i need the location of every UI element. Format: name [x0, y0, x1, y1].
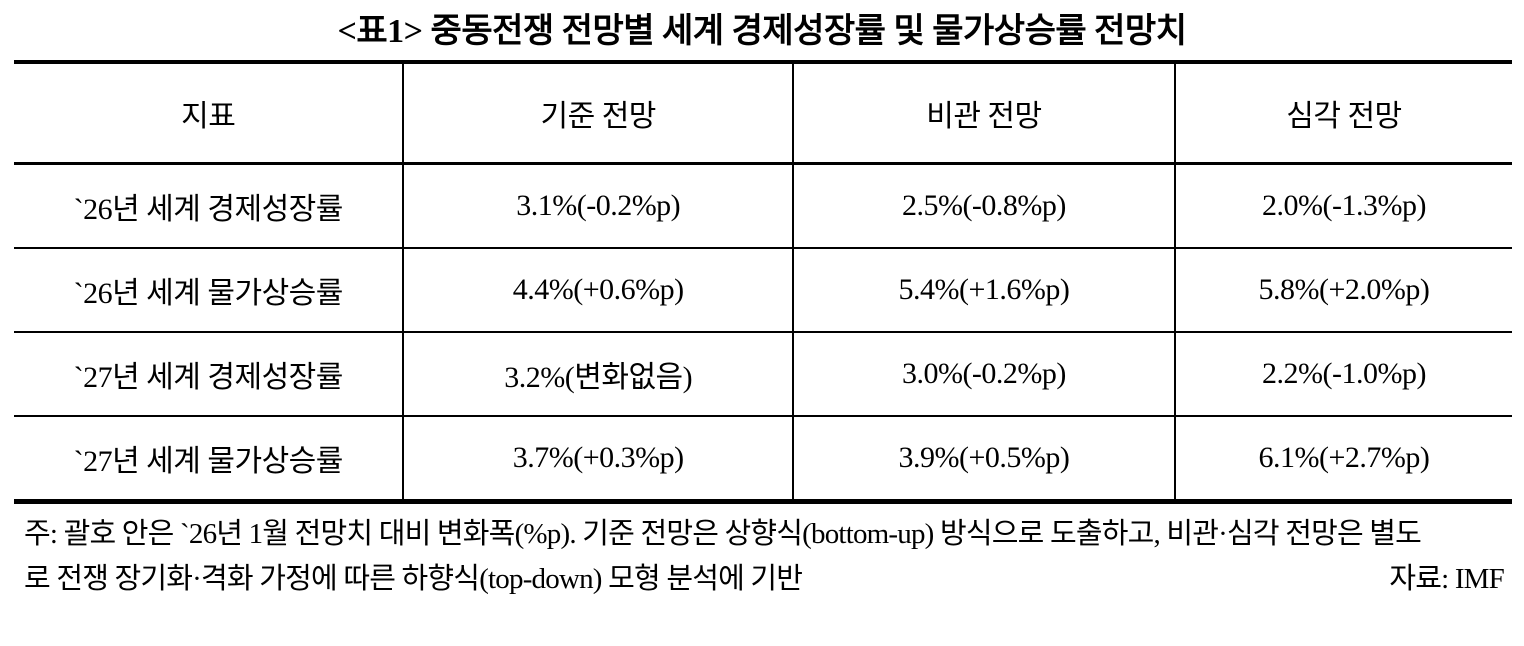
- footnote-line-1: 주: 괄호 안은 `26년 1월 전망치 대비 변화폭(%p). 기준 전망은 …: [24, 518, 1422, 551]
- cell-2027-growth-severe: 2.2%(-1.0%p): [1174, 332, 1512, 418]
- cell-2026-inflation-base: 4.4%(+0.6%p): [403, 248, 794, 334]
- cell-2026-growth-pessimistic: 2.5%(-0.8%p): [792, 163, 1176, 250]
- cell-2026-growth-base: 3.1%(-0.2%p): [403, 163, 794, 250]
- footnote-line-2: 로 전쟁 장기화·격화 가정에 따른 하향식(top-down) 모형 분석에 …: [24, 563, 803, 596]
- source-attribution: 자료: IMF: [1389, 563, 1504, 596]
- forecast-table: 지표 기준 전망 비관 전망 심각 전망 `26년 세계 경제성장률 3.1%(…: [14, 60, 1512, 505]
- cell-2027-growth-pessimistic: 3.0%(-0.2%p): [792, 332, 1176, 418]
- row-label-2026-inflation: `26년 세계 물가상승률: [14, 248, 405, 334]
- cell-2026-inflation-severe: 5.8%(+2.0%p): [1174, 248, 1512, 334]
- table-row: `26년 세계 경제성장률 3.1%(-0.2%p) 2.5%(-0.8%p) …: [14, 163, 1512, 250]
- row-label-2027-growth: `27년 세계 경제성장률: [14, 332, 405, 418]
- column-header-severe-forecast: 심각 전망: [1174, 62, 1512, 166]
- table-row: `27년 세계 물가상승률 3.7%(+0.3%p) 3.9%(+0.5%p) …: [14, 416, 1512, 502]
- row-label-2026-growth: `26년 세계 경제성장률: [14, 163, 405, 250]
- table-row: `26년 세계 물가상승률 4.4%(+0.6%p) 5.4%(+1.6%p) …: [14, 248, 1512, 334]
- cell-2026-growth-severe: 2.0%(-1.3%p): [1174, 163, 1512, 250]
- footnote-line-2-row: 로 전쟁 장기화·격화 가정에 따른 하향식(top-down) 모형 분석에 …: [24, 557, 1505, 602]
- row-label-2027-inflation: `27년 세계 물가상승률: [14, 416, 405, 502]
- cell-2027-inflation-severe: 6.1%(+2.7%p): [1258, 441, 1430, 475]
- column-header-base-forecast: 기준 전망: [403, 62, 794, 166]
- header-row: 지표 기준 전망 비관 전망 심각 전망: [14, 62, 1512, 166]
- column-header-pessimistic-forecast: 비관 전망: [792, 62, 1176, 166]
- cell-2027-inflation-pessimistic: 3.9%(+0.5%p): [792, 416, 1176, 502]
- column-header-indicator: 지표: [14, 62, 405, 166]
- table-row: `27년 세계 경제성장률 3.2%(변화없음) 3.0%(-0.2%p) 2.…: [14, 332, 1512, 418]
- cell-2026-inflation-pessimistic: 5.4%(+1.6%p): [792, 248, 1176, 334]
- footnotes: 주: 괄호 안은 `26년 1월 전망치 대비 변화폭(%p). 기준 전망은 …: [24, 512, 1505, 602]
- cell-2027-inflation-base: 3.7%(+0.3%p): [403, 416, 794, 502]
- table-title: <표1> 중동전쟁 전망별 세계 경제성장률 및 물가상승률 전망치: [337, 13, 1187, 50]
- cell-2027-growth-base: 3.2%(변화없음): [403, 332, 794, 418]
